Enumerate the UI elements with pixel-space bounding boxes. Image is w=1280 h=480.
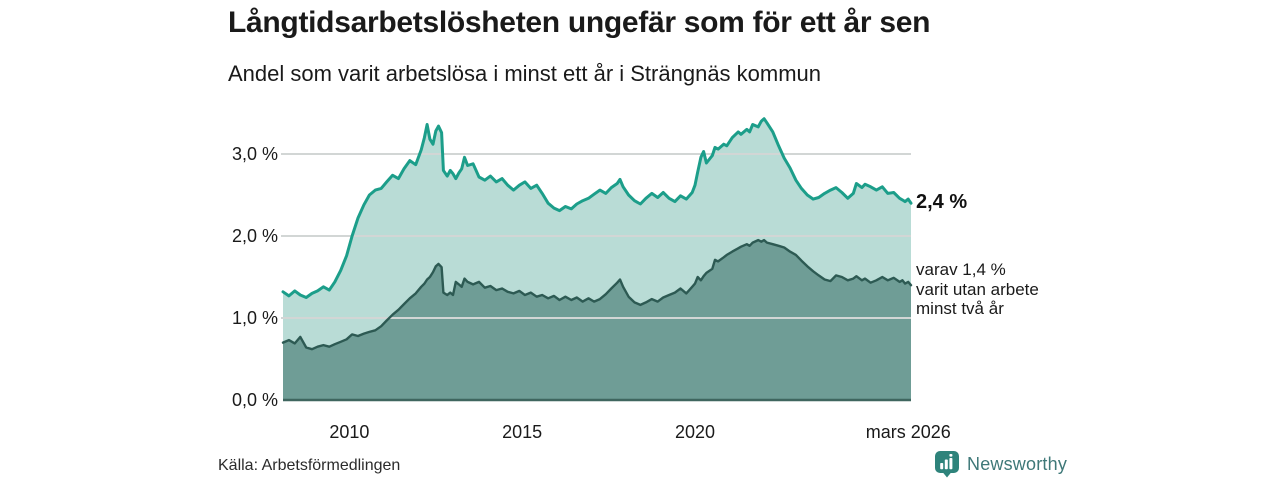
y-tick-label: 3,0 % [231, 144, 278, 164]
secondary-value-line: minst två år [916, 299, 1004, 318]
x-tick-label: 2010 [329, 422, 370, 442]
chart-subtitle: Andel som varit arbetslösa i minst ett å… [228, 61, 822, 86]
y-tick-label: 0,0 % [231, 390, 278, 410]
newsworthy-wordmark: Newsworthy [967, 453, 1068, 474]
latest-value-label: 2,4 % [916, 191, 968, 213]
secondary-value-line: varit utan arbete [916, 279, 1039, 299]
x-tick-label: 2015 [502, 422, 543, 442]
secondary-value-label: varav 1,4 % varit utan arbete minst två … [916, 260, 1039, 319]
newsworthy-brand: Newsworthy [934, 450, 1067, 478]
x-tick-label: mars 2026 [865, 422, 951, 442]
source-note: Källa: Arbetsförmedlingen [218, 457, 401, 474]
x-tick-label: 2020 [674, 422, 716, 442]
chart-title: Långtidsarbetslösheten ungefär som för e… [228, 6, 931, 39]
newsworthy-logo-icon [935, 451, 959, 478]
secondary-value-line: varav 1,4 % [916, 260, 1006, 279]
y-tick-label: 1,0 % [231, 308, 278, 328]
y-tick-label: 2,0 % [231, 226, 278, 246]
